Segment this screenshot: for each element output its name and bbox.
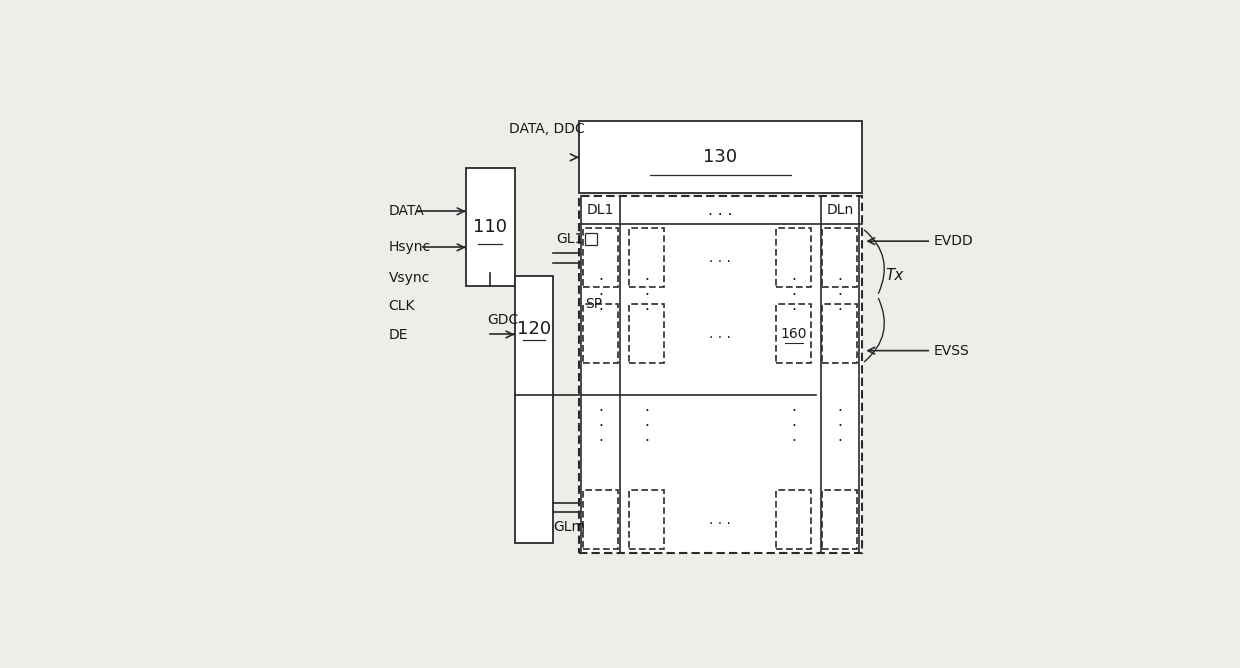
Bar <box>630 490 665 549</box>
Bar <box>630 305 665 363</box>
Bar <box>585 233 596 244</box>
Bar <box>822 228 857 287</box>
Text: Vsync: Vsync <box>388 271 430 285</box>
Bar <box>466 168 515 286</box>
Text: . . .: . . . <box>709 327 732 341</box>
Text: ·
·
·: · · · <box>645 404 650 450</box>
Bar <box>579 122 862 193</box>
Bar <box>583 490 619 549</box>
Text: GL1: GL1 <box>556 232 583 246</box>
Text: 130: 130 <box>703 148 738 166</box>
Text: DATA: DATA <box>388 204 424 218</box>
Text: EVDD: EVDD <box>934 234 973 248</box>
Text: . . .: . . . <box>709 512 732 526</box>
Text: DL1: DL1 <box>587 203 615 217</box>
Text: SP: SP <box>585 297 601 311</box>
Bar <box>776 490 811 549</box>
Bar <box>579 196 862 553</box>
Text: . . .: . . . <box>709 251 732 265</box>
Text: ·
·
·: · · · <box>599 273 603 319</box>
Text: GDC: GDC <box>487 313 518 327</box>
Bar <box>776 228 811 287</box>
Text: DATA, DDC: DATA, DDC <box>508 122 584 136</box>
Text: ·
·
·: · · · <box>599 404 603 450</box>
Bar <box>583 228 619 287</box>
Text: 120: 120 <box>517 320 551 338</box>
Text: ·
·
·: · · · <box>791 404 796 450</box>
Text: GLm: GLm <box>554 520 585 534</box>
Bar <box>776 305 811 363</box>
Text: Tx: Tx <box>885 268 903 283</box>
Bar <box>822 305 857 363</box>
Bar <box>515 276 553 543</box>
Text: Hsync: Hsync <box>388 240 430 255</box>
Text: 160: 160 <box>781 327 807 341</box>
Text: . . .: . . . <box>708 202 733 218</box>
Text: ·
·
·: · · · <box>645 273 650 319</box>
Text: ·
·
·: · · · <box>791 273 796 319</box>
Text: ·
·
·: · · · <box>837 273 842 319</box>
Text: DE: DE <box>388 328 408 342</box>
Bar <box>630 228 665 287</box>
Bar <box>822 490 857 549</box>
Text: ·
·
·: · · · <box>837 404 842 450</box>
Text: CLK: CLK <box>388 299 415 313</box>
Bar <box>583 305 619 363</box>
Text: 110: 110 <box>474 218 507 236</box>
Text: DLn: DLn <box>826 203 853 217</box>
Text: EVSS: EVSS <box>934 343 970 357</box>
